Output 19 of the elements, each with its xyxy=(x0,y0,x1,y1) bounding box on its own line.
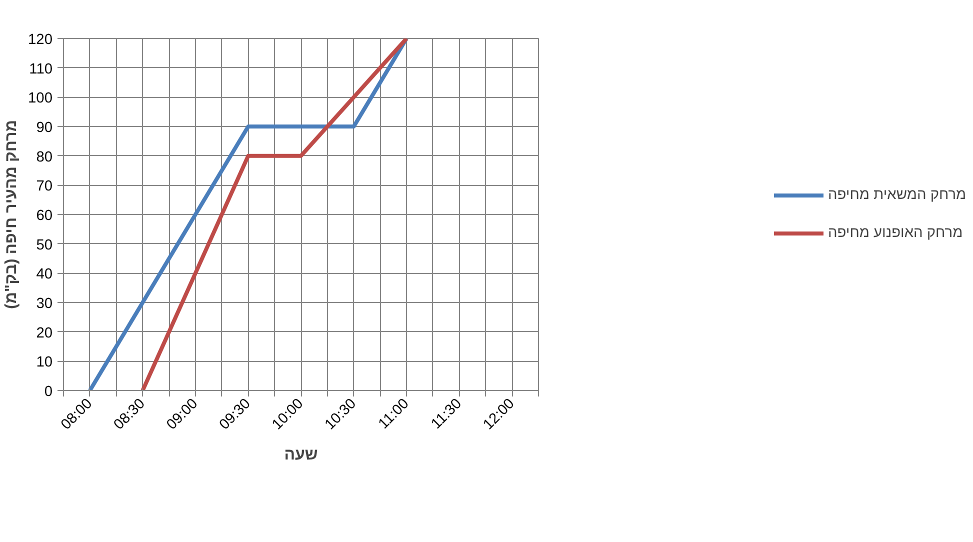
y-tick-label: 110 xyxy=(29,61,53,78)
y-tick-label: 100 xyxy=(28,90,53,107)
y-tick-label: 10 xyxy=(36,354,53,371)
y-tick-label: 90 xyxy=(36,120,53,136)
y-tick-label: 120 xyxy=(28,32,53,48)
y-tick-label: 70 xyxy=(36,178,53,195)
y-tick-label: 30 xyxy=(36,296,53,312)
y-tick-label: 40 xyxy=(36,266,53,283)
y-tick-label: 80 xyxy=(36,149,53,166)
legend-label: מרחק המשאית מחיפה xyxy=(828,187,968,203)
y-tick-label: 0 xyxy=(44,384,53,400)
x-axis-title: שעה xyxy=(284,446,318,464)
y-tick-label: 20 xyxy=(36,325,53,342)
y-tick-label: 50 xyxy=(36,237,53,254)
line-series xyxy=(88,38,409,390)
y-axis-title: מרחק מהעיר חיפה (בק"מ) xyxy=(3,120,20,309)
y-tick-label: 60 xyxy=(36,208,53,224)
legend-label: מרחק האופנוע מחיפה xyxy=(828,225,964,241)
line-series xyxy=(140,38,409,390)
